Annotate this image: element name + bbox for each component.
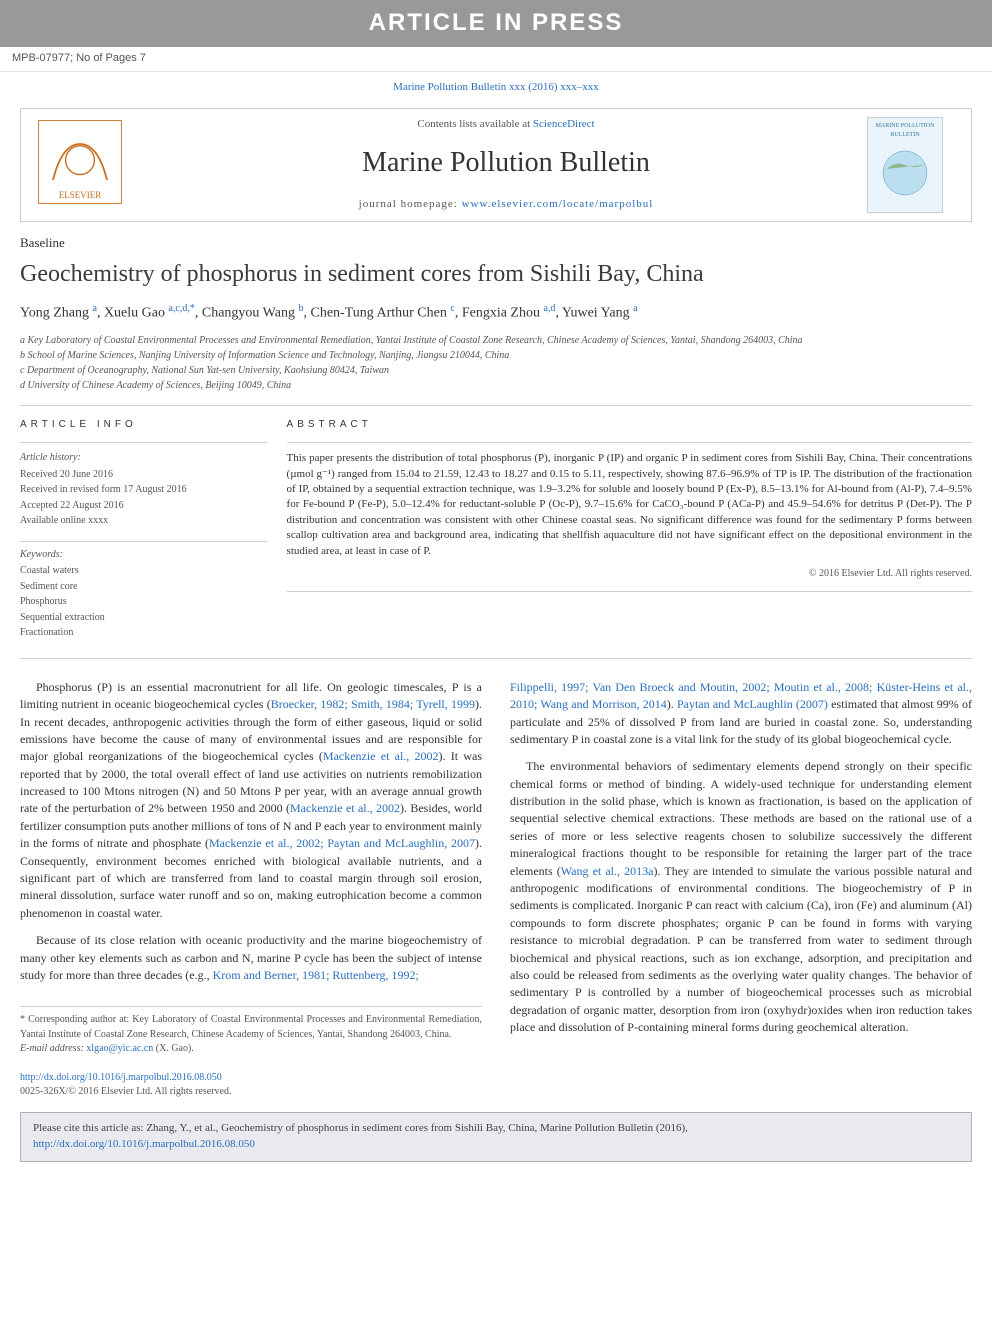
para-2: Because of its close relation with ocean…: [20, 932, 482, 984]
para-1: Phosphorus (P) is an essential macronutr…: [20, 679, 482, 922]
affiliation-c: c Department of Oceanography, National S…: [20, 364, 972, 378]
abstract-column: ABSTRACT This paper presents the distrib…: [287, 418, 972, 642]
meta-row: ARTICLE INFO Article history: Received 2…: [20, 418, 972, 642]
affil-acd[interactable]: a,c,d,: [168, 303, 189, 314]
sciencedirect-link[interactable]: ScienceDirect: [533, 118, 595, 130]
article-title: Geochemistry of phosphorus in sediment c…: [20, 257, 972, 292]
journal-homepage-line: journal homepage: www.elsevier.com/locat…: [145, 197, 867, 213]
keyword-2: Sediment core: [20, 580, 267, 595]
body-columns: Phosphorus (P) is an essential macronutr…: [20, 679, 972, 1057]
journal-citation: Marine Pollution Bulletin xxx (2016) xxx…: [0, 72, 992, 104]
keyword-1: Coastal waters: [20, 564, 267, 579]
cover-container: MARINE POLLUTION BULLETIN: [867, 117, 957, 213]
para-4: The environmental behaviors of sedimenta…: [510, 758, 972, 1036]
corresponding-footnote: * Corresponding author at: Key Laborator…: [20, 1006, 482, 1057]
citation-link[interactable]: Mackenzie et al., 2002: [323, 749, 439, 763]
journal-name: Marine Pollution Bulletin: [145, 143, 867, 184]
citation-text: Please cite this article as: Zhang, Y., …: [33, 1122, 688, 1134]
email-link[interactable]: xlgao@yic.ac.cn: [86, 1043, 153, 1054]
citation-link[interactable]: Krom and Berner, 1981; Ruttenberg, 1992;: [213, 968, 419, 982]
journal-citation-link[interactable]: Marine Pollution Bulletin xxx (2016) xxx…: [393, 81, 599, 93]
cover-thumb-text: MARINE POLLUTION BULLETIN: [872, 122, 938, 139]
p3-text-a: ).: [667, 697, 677, 711]
section-label: Baseline: [20, 234, 972, 253]
article-info: ARTICLE INFO Article history: Received 2…: [20, 418, 287, 642]
divider-2: [20, 658, 972, 659]
affil-ad[interactable]: a,d: [543, 303, 555, 314]
history-label: Article history:: [20, 451, 267, 466]
doi-block: http://dx.doi.org/10.1016/j.marpolbul.20…: [20, 1071, 972, 1100]
affiliation-b: b School of Marine Sciences, Nanjing Uni…: [20, 349, 972, 363]
elsevier-logo: ELSEVIER: [35, 117, 125, 207]
svg-text:ELSEVIER: ELSEVIER: [59, 190, 102, 200]
article-info-heading: ARTICLE INFO: [20, 418, 267, 433]
author-6: , Yuwei Yang: [555, 305, 633, 320]
journal-cover-thumbnail: MARINE POLLUTION BULLETIN: [867, 117, 943, 213]
citation-link[interactable]: Mackenzie et al., 2002: [290, 801, 400, 815]
left-column: Phosphorus (P) is an essential macronutr…: [20, 679, 482, 1057]
affiliation-a: a Key Laboratory of Coastal Environmenta…: [20, 334, 972, 348]
keyword-4: Sequential extraction: [20, 611, 267, 626]
author-3: , Changyou Wang: [195, 305, 299, 320]
email-line: E-mail address: xlgao@yic.ac.cn (X. Gao)…: [20, 1042, 482, 1057]
masthead: ELSEVIER Contents lists available at Sci…: [20, 108, 972, 222]
revised-date: Received in revised form 17 August 2016: [20, 483, 267, 498]
email-label: E-mail address:: [20, 1043, 86, 1054]
masthead-center: Contents lists available at ScienceDirec…: [145, 117, 867, 213]
right-column: Filippelli, 1997; Van Den Broeck and Mou…: [510, 679, 972, 1057]
contents-pre: Contents lists available at: [417, 118, 532, 130]
homepage-pre: journal homepage:: [359, 198, 462, 210]
doi-link[interactable]: http://dx.doi.org/10.1016/j.marpolbul.20…: [20, 1072, 222, 1083]
cover-globe-icon: [875, 139, 935, 199]
author-2: , Xuelu Gao: [97, 305, 169, 320]
author-4: , Chen-Tung Arthur Chen: [303, 305, 450, 320]
citation-link[interactable]: Broecker, 1982; Smith, 1984; Tyrell, 199…: [271, 697, 475, 711]
citation-doi-link[interactable]: http://dx.doi.org/10.1016/j.marpolbul.20…: [33, 1138, 255, 1150]
corresponding-text: * Corresponding author at: Key Laborator…: [20, 1013, 482, 1042]
contents-line: Contents lists available at ScienceDirec…: [145, 117, 867, 133]
article-in-press-banner: ARTICLE IN PRESS: [0, 0, 992, 47]
accepted-date: Accepted 22 August 2016: [20, 499, 267, 514]
received-date: Received 20 June 2016: [20, 468, 267, 483]
p4-text-a: The environmental behaviors of sedimenta…: [510, 759, 972, 877]
affiliations: a Key Laboratory of Coastal Environmenta…: [20, 334, 972, 393]
citation-link[interactable]: Paytan and McLaughlin (2007): [677, 697, 828, 711]
citation-box: Please cite this article as: Zhang, Y., …: [20, 1112, 972, 1162]
manuscript-id: MPB-07977; No of Pages 7: [0, 47, 992, 72]
issn-copyright: 0025-326X/© 2016 Elsevier Ltd. All right…: [20, 1086, 231, 1097]
abstract-copyright: © 2016 Elsevier Ltd. All rights reserved…: [287, 567, 972, 582]
para-3: Filippelli, 1997; Van Den Broeck and Mou…: [510, 679, 972, 749]
abstract-heading: ABSTRACT: [287, 418, 972, 433]
author-list: Yong Zhang a, Xuelu Gao a,c,d,*, Changyo…: [20, 302, 972, 324]
divider: [20, 405, 972, 406]
abstract-text: This paper presents the distribution of …: [287, 451, 972, 559]
keyword-5: Fractionation: [20, 626, 267, 641]
keywords-label: Keywords:: [20, 548, 267, 563]
author-1: Yong Zhang: [20, 305, 92, 320]
p4-text-b: ). They are intended to simulate the var…: [510, 864, 972, 1035]
keyword-3: Phosphorus: [20, 595, 267, 610]
online-date: Available online xxxx: [20, 514, 267, 529]
publisher-logo-container: ELSEVIER: [35, 117, 145, 213]
citation-link[interactable]: Mackenzie et al., 2002; Paytan and McLau…: [209, 836, 475, 850]
homepage-link[interactable]: www.elsevier.com/locate/marpolbul: [462, 198, 654, 210]
affiliation-d: d University of Chinese Academy of Scien…: [20, 379, 972, 393]
affil-a2[interactable]: a: [633, 303, 637, 314]
citation-link[interactable]: Wang et al., 2013a: [561, 864, 654, 878]
author-5: , Fengxia Zhou: [455, 305, 544, 320]
email-suffix: (X. Gao).: [153, 1043, 194, 1054]
